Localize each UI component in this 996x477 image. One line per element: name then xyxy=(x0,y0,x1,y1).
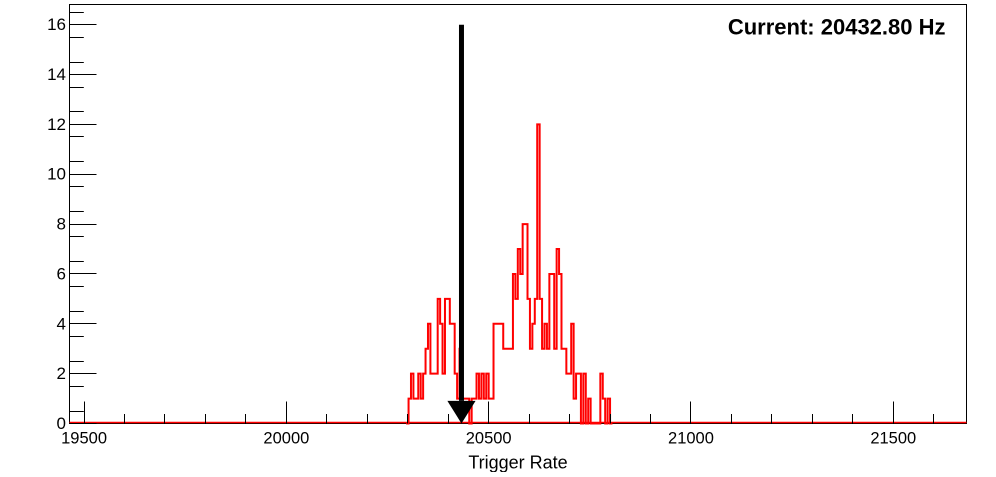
svg-text:Trigger Rate: Trigger Rate xyxy=(468,453,567,473)
svg-text:21500: 21500 xyxy=(870,430,916,448)
svg-text:0: 0 xyxy=(57,414,66,433)
svg-text:20000: 20000 xyxy=(263,430,309,448)
svg-text:16: 16 xyxy=(47,15,66,34)
svg-text:8: 8 xyxy=(57,215,66,234)
svg-text:12: 12 xyxy=(47,115,66,134)
svg-text:2: 2 xyxy=(57,364,66,383)
svg-text:4: 4 xyxy=(57,314,66,333)
svg-text:10: 10 xyxy=(47,165,66,184)
svg-text:Current: 20432.80 Hz: Current: 20432.80 Hz xyxy=(728,15,946,40)
svg-text:14: 14 xyxy=(47,65,66,84)
svg-text:21000: 21000 xyxy=(668,430,714,448)
svg-text:20500: 20500 xyxy=(466,430,512,448)
svg-text:19500: 19500 xyxy=(61,430,107,448)
svg-text:6: 6 xyxy=(57,264,66,283)
